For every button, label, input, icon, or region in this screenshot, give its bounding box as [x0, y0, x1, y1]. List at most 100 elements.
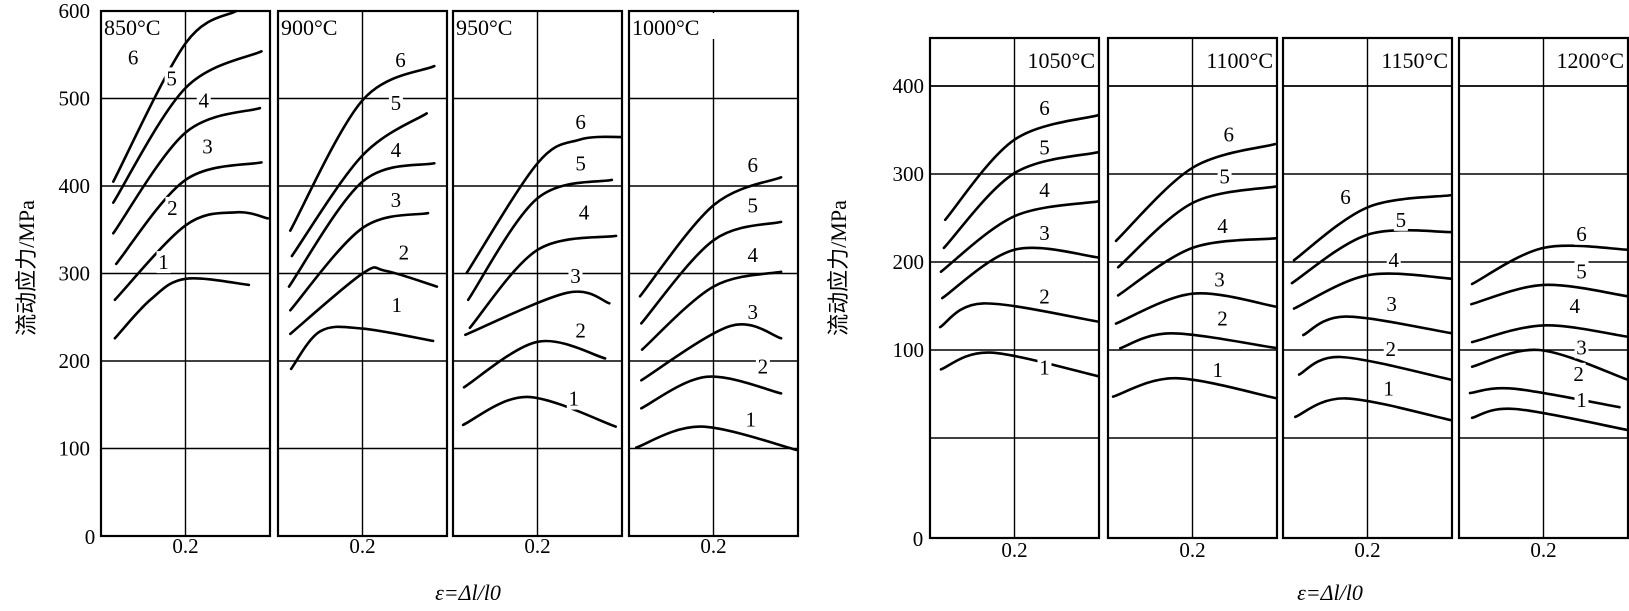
curve-label-3: 3 [1386, 292, 1397, 316]
curves [1468, 244, 1628, 432]
curve-2 [462, 339, 607, 389]
curve-label-5: 5 [391, 91, 402, 115]
curve-2 [289, 266, 439, 336]
curve-label-background [1338, 185, 1353, 208]
curve-label-2: 2 [1039, 284, 1050, 308]
curve-label-background [577, 201, 591, 224]
curve-1 [461, 395, 617, 428]
curve-label-background [745, 154, 760, 176]
y-tick-label: 300 [893, 162, 925, 186]
right-x-axis-title: ε=Δl/l0 [1297, 580, 1363, 605]
curve-label-background [396, 241, 411, 264]
curve-label-1: 1 [158, 250, 169, 274]
curves [112, 11, 270, 340]
curves [1290, 193, 1452, 422]
curve-2 [640, 375, 783, 410]
panel-frame [1106, 36, 1279, 540]
curve-label-background [1037, 285, 1052, 308]
y-tick-label: 500 [59, 87, 91, 111]
curve-4 [112, 106, 262, 235]
curve-label-background [1567, 295, 1582, 317]
right-y-axis-title: 流动应力/MPa [826, 200, 851, 336]
curve-1 [1470, 407, 1628, 432]
curve-label-5: 5 [166, 66, 177, 90]
curve-label-5: 5 [748, 193, 759, 217]
curve-label-background [1210, 359, 1225, 382]
panel-900c: 1 2 3 4 5 6 900°C [276, 9, 449, 538]
curve-label-background [1571, 362, 1586, 385]
curve-label-background [196, 89, 211, 112]
curve-label-6: 6 [1576, 222, 1587, 246]
panel-title-background [631, 13, 723, 39]
curve-6 [1114, 142, 1277, 243]
curve-label-background [573, 111, 588, 134]
curve-label-5: 5 [575, 151, 586, 175]
panel-title: 1150°C [1381, 48, 1448, 73]
panel-title: 1100°C [1206, 48, 1273, 73]
curve-5 [1116, 185, 1277, 269]
curve-1 [1294, 397, 1452, 422]
y-tick-label: 100 [893, 338, 925, 362]
curve-label-background [156, 251, 171, 274]
panel-1150c: 1 2 3 4 5 6 1150°C [1281, 36, 1454, 540]
panel-title-background [1370, 42, 1448, 80]
curve-5 [112, 50, 263, 204]
curve-3 [1302, 315, 1452, 337]
curve-6 [943, 113, 1099, 222]
y-tick-label: 600 [59, 0, 91, 23]
curve-label-4: 4 [748, 243, 759, 267]
curve-1 [634, 425, 798, 452]
curves [938, 113, 1099, 378]
curve-label-background [1037, 356, 1052, 379]
curve-3 [464, 290, 611, 337]
curve-label-background [165, 196, 180, 219]
curve-4 [287, 162, 436, 288]
curve-label-background [388, 139, 403, 162]
curve-2 [938, 302, 1099, 329]
panel-title-background [1195, 42, 1273, 80]
x-tick-label: 0.2 [1179, 538, 1205, 562]
x-tick-label: 0.2 [700, 534, 726, 558]
curve-4 [1292, 272, 1452, 310]
curve-1 [289, 325, 435, 371]
curve-label-4: 4 [198, 88, 209, 112]
curves [287, 64, 439, 371]
panel-frame [1281, 36, 1454, 540]
curve-label-6: 6 [395, 48, 406, 72]
left-chart-group: 100200300400500600123456850°C0.212345690… [59, 0, 800, 558]
y-tick-label: 300 [59, 262, 91, 286]
curve-label-background [566, 387, 581, 410]
curve-label-4: 4 [1570, 294, 1581, 318]
curve-label-6: 6 [1224, 122, 1235, 146]
curve-label-5: 5 [1219, 165, 1230, 189]
panel-title: 850°C [104, 15, 160, 40]
panel-title: 900°C [281, 15, 337, 40]
curve-label-4: 4 [1388, 248, 1399, 272]
curve-label-background [573, 152, 588, 175]
panel-frame [627, 9, 800, 538]
curve-2 [1297, 355, 1452, 382]
x-tick-label: 0.2 [1001, 538, 1027, 562]
x-tick-label: 0.2 [349, 534, 375, 558]
curve-label-1: 1 [1213, 358, 1224, 382]
curve-3 [114, 161, 263, 266]
curve-5 [640, 220, 783, 325]
y-tick-label: 400 [893, 74, 925, 98]
curve-label-background [1383, 338, 1398, 361]
curve-label-background [1574, 336, 1589, 359]
curve-4 [468, 234, 618, 330]
curve-4 [939, 200, 1099, 273]
curve-3 [640, 323, 783, 382]
curve-label-background [388, 91, 403, 114]
curve-label-1: 1 [1576, 388, 1587, 412]
curve-6 [638, 176, 783, 298]
panel-1100c: 1 2 3 4 5 6 1100°C [1106, 36, 1279, 540]
x-tick-label: 0.2 [172, 534, 198, 558]
curve-label-background [573, 319, 588, 342]
curve-label-background [1393, 208, 1408, 231]
curve-3 [941, 246, 1099, 300]
curve-label-3: 3 [570, 264, 581, 288]
curve-5 [942, 150, 1099, 250]
right-x-origin-label: 0 [913, 527, 924, 551]
